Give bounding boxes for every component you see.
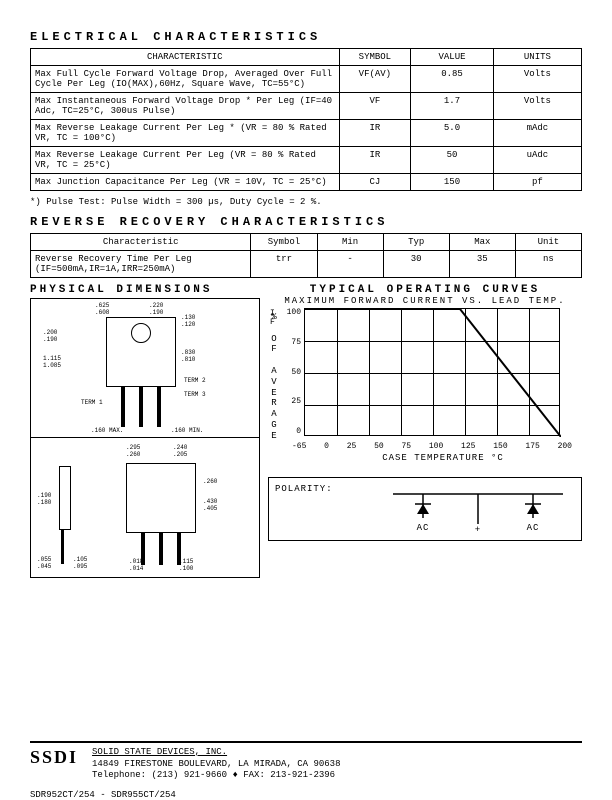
package-drawing-side: .295.260 .240.205 .260 .430.405 .190.180…: [30, 438, 260, 578]
terminal-plus: +: [475, 525, 481, 534]
cell-value: 0.85: [411, 66, 494, 93]
cell-units: mAdc: [493, 120, 581, 147]
cell-char: Max Full Cycle Forward Voltage Drop, Ave…: [31, 66, 340, 93]
cell-value: 150: [411, 174, 494, 191]
table-row: Max Reverse Leakage Current Per Leg (VR …: [31, 147, 582, 174]
terminal-ac-1: AC: [417, 523, 430, 533]
cell-unit: ns: [515, 251, 581, 278]
elec-characteristics-title: ELECTRICAL CHARACTERISTICS: [30, 30, 582, 44]
cell-char: Max Reverse Leakage Current Per Leg * (V…: [31, 120, 340, 147]
cell-symbol: VF: [339, 93, 411, 120]
cell-symbol: IR: [339, 147, 411, 174]
col-symbol: SYMBOL: [339, 49, 411, 66]
y-secondary-label: I F: [270, 310, 275, 328]
reverse-recovery-table: Characteristic Symbol Min Typ Max Unit R…: [30, 233, 582, 278]
table-row: Max Junction Capacitance Per Leg (VR = 1…: [31, 174, 582, 191]
col-units: UNITS: [493, 49, 581, 66]
reverse-recovery-title: REVERSE RECOVERY CHARACTERISTICS: [30, 215, 582, 229]
ssdi-logo: SSDI: [30, 747, 78, 782]
y-axis-label: % OF AVERAGE: [268, 308, 280, 442]
cell-units: uAdc: [493, 147, 581, 174]
table-row: Max Full Cycle Forward Voltage Drop, Ave…: [31, 66, 582, 93]
cell-max: 35: [449, 251, 515, 278]
cell-typ: 30: [383, 251, 449, 278]
col-characteristic: Characteristic: [31, 234, 251, 251]
table-row: Max Instantaneous Forward Voltage Drop *…: [31, 93, 582, 120]
cell-value: 5.0: [411, 120, 494, 147]
polarity-diagram: POLARITY: AC + AC: [268, 477, 582, 541]
derating-chart: % OF AVERAGE I F 1007550250: [268, 308, 582, 442]
polarity-label: POLARITY:: [275, 484, 333, 494]
pulse-test-note: *) Pulse Test: Pulse Width = 300 µs, Dut…: [30, 197, 582, 207]
col-max: Max: [449, 234, 515, 251]
cell-units: pf: [493, 174, 581, 191]
table-row: Max Reverse Leakage Current Per Leg * (V…: [31, 120, 582, 147]
table-row: Reverse Recovery Time Per Leg (IF=500mA,…: [31, 251, 582, 278]
elec-characteristics-table: CHARACTERISTIC SYMBOL VALUE UNITS Max Fu…: [30, 48, 582, 191]
cell-value: 50: [411, 147, 494, 174]
x-axis-label: CASE TEMPERATURE °C: [304, 453, 582, 463]
y-axis-ticks: 1007550250: [280, 308, 304, 436]
page-footer: SSDI SOLID STATE DEVICES, INC. 14849 FIR…: [30, 741, 582, 782]
cell-symbol: IR: [339, 120, 411, 147]
terminal-ac-2: AC: [527, 523, 540, 533]
package-drawing-top: .200.190 1.1151.085 .130.120 .830.810 .6…: [30, 298, 260, 438]
col-unit: Unit: [515, 234, 581, 251]
company-name: SOLID STATE DEVICES, INC.: [92, 747, 227, 757]
x-axis-ticks: -650255075100125150175200: [292, 442, 572, 451]
cell-min: -: [317, 251, 383, 278]
cell-symbol: CJ: [339, 174, 411, 191]
cell-char: Max Instantaneous Forward Voltage Drop *…: [31, 93, 340, 120]
cell-char: Max Reverse Leakage Current Per Leg (VR …: [31, 147, 340, 174]
col-characteristic: CHARACTERISTIC: [31, 49, 340, 66]
cell-char: Reverse Recovery Time Per Leg (IF=500mA,…: [31, 251, 251, 278]
cell-symbol: trr: [251, 251, 317, 278]
cell-char: Max Junction Capacitance Per Leg (VR = 1…: [31, 174, 340, 191]
cell-value: 1.7: [411, 93, 494, 120]
col-typ: Typ: [383, 234, 449, 251]
col-value: VALUE: [411, 49, 494, 66]
operating-curves-title: TYPICAL OPERATING CURVES: [268, 284, 582, 296]
company-phone: Telephone: (213) 921-9660 ♦ FAX: 213-921…: [92, 770, 335, 780]
col-symbol: Symbol: [251, 234, 317, 251]
company-address: 14849 FIRESTONE BOULEVARD, LA MIRADA, CA…: [92, 759, 340, 769]
cell-units: Volts: [493, 93, 581, 120]
operating-curves-subtitle: MAXIMUM FORWARD CURRENT VS. LEAD TEMP.: [268, 296, 582, 306]
cell-symbol: VF(AV): [339, 66, 411, 93]
cell-units: Volts: [493, 66, 581, 93]
col-min: Min: [317, 234, 383, 251]
physical-dimensions-title: PHYSICAL DIMENSIONS: [30, 284, 260, 296]
